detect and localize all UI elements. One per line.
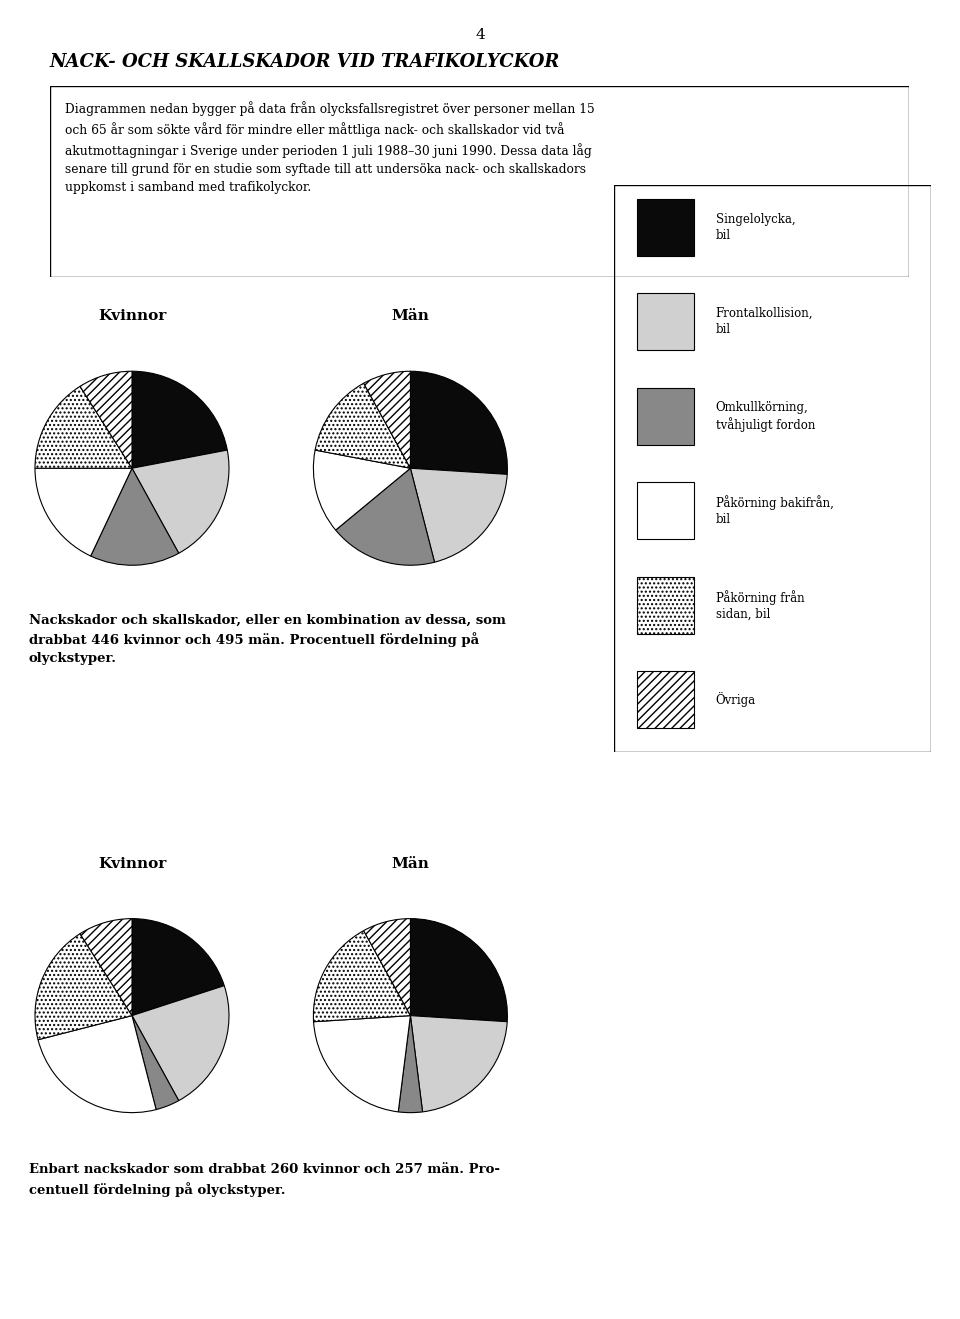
Wedge shape (364, 371, 411, 468)
Wedge shape (364, 918, 411, 1016)
Bar (636, 483, 693, 539)
Wedge shape (35, 386, 132, 468)
Wedge shape (411, 371, 508, 475)
Text: Omkullkörning,
tvåhjuligt fordon: Omkullkörning, tvåhjuligt fordon (716, 401, 815, 433)
Wedge shape (313, 931, 411, 1022)
Bar (636, 199, 693, 256)
Wedge shape (411, 468, 507, 562)
Wedge shape (132, 1016, 179, 1109)
Wedge shape (132, 371, 228, 468)
Wedge shape (90, 468, 179, 566)
Text: Män: Män (392, 309, 429, 323)
Wedge shape (398, 1016, 422, 1113)
Text: Singelolycka,
bil: Singelolycka, bil (716, 212, 796, 241)
Text: Kvinnor: Kvinnor (98, 856, 166, 871)
Bar (636, 293, 693, 350)
Wedge shape (35, 468, 132, 557)
Text: Män: Män (392, 856, 429, 871)
Text: Enbart nackskador som drabbat 260 kvinnor och 257 män. Pro-
centuell fördelning : Enbart nackskador som drabbat 260 kvinno… (29, 1163, 500, 1198)
Wedge shape (411, 918, 508, 1022)
Wedge shape (80, 371, 132, 468)
Text: Nackskador och skallskador, eller en kombination av dessa, som
drabbat 446 kvinn: Nackskador och skallskador, eller en kom… (29, 613, 506, 665)
Bar (636, 671, 693, 728)
Wedge shape (132, 918, 225, 1016)
Wedge shape (336, 468, 435, 566)
Wedge shape (315, 384, 411, 468)
Text: Diagrammen nedan bygger på data från olycksfallsregistret över personer mellan 1: Diagrammen nedan bygger på data från oly… (65, 102, 595, 194)
Text: Påkörning bakifrån,
bil: Påkörning bakifrån, bil (716, 496, 833, 526)
Wedge shape (411, 1016, 507, 1112)
Bar (636, 576, 693, 633)
Text: NACK- OCH SKALLSKADOR VID TRAFIKOLYCKOR: NACK- OCH SKALLSKADOR VID TRAFIKOLYCKOR (50, 53, 561, 71)
Text: Övriga: Övriga (716, 692, 756, 707)
Text: Kvinnor: Kvinnor (98, 309, 166, 323)
Bar (636, 388, 693, 445)
Text: Frontalkollision,
bil: Frontalkollision, bil (716, 307, 813, 336)
Wedge shape (132, 985, 229, 1100)
Wedge shape (35, 934, 132, 1039)
Wedge shape (80, 918, 132, 1016)
Wedge shape (38, 1016, 156, 1113)
Text: Påkörning från
sidan, bil: Påkörning från sidan, bil (716, 590, 804, 621)
Wedge shape (314, 1016, 411, 1112)
Text: 4: 4 (475, 28, 485, 42)
Wedge shape (313, 450, 411, 530)
Wedge shape (132, 450, 229, 553)
